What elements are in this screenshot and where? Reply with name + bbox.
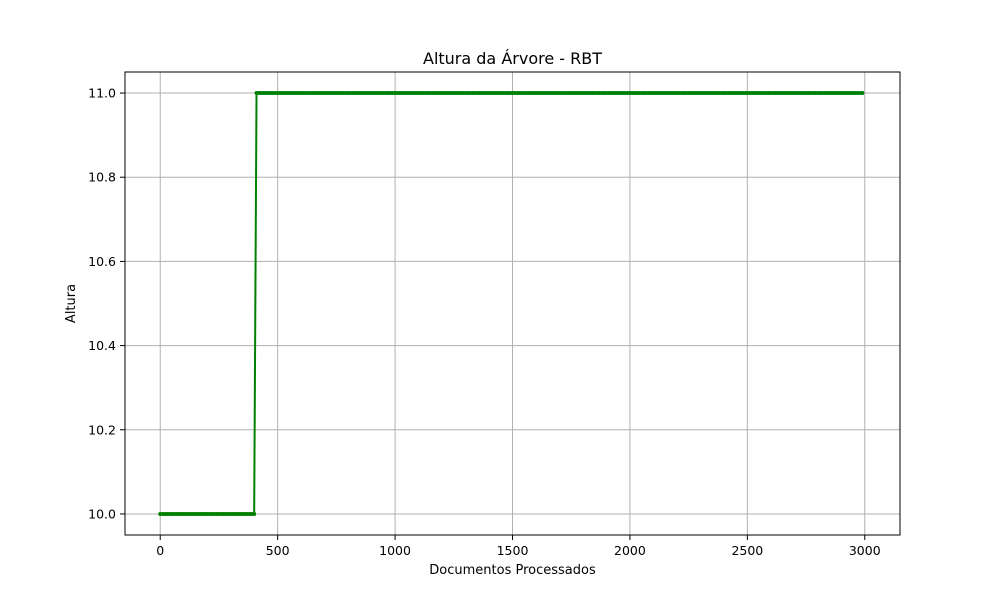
x-tick-label: 500	[266, 543, 290, 558]
y-axis-label: Altura	[64, 284, 79, 323]
x-tick-label: 2000	[614, 543, 646, 558]
x-tick-label: 1500	[497, 543, 529, 558]
x-tick-label: 0	[156, 543, 164, 558]
x-tick-label: 2500	[731, 543, 763, 558]
grid	[125, 72, 900, 535]
y-axis: 10.0 10.2 10.4 10.6 10.8 11.0	[88, 86, 125, 521]
series-line	[160, 92, 863, 515]
data-point	[860, 91, 865, 96]
x-axis: 0 500 1000 1500 2000 2500 3000	[156, 535, 881, 558]
y-tick-label: 10.8	[88, 170, 116, 185]
y-tick-label: 10.2	[88, 422, 116, 437]
chart-title: Altura da Árvore - RBT	[423, 49, 602, 68]
y-tick-label: 10.4	[88, 338, 116, 353]
series-layer	[158, 91, 865, 516]
y-tick-label: 10.6	[88, 254, 116, 269]
x-tick-label: 3000	[849, 543, 881, 558]
y-tick-label: 10.0	[88, 506, 116, 521]
x-axis-label: Documentos Processados	[429, 563, 596, 578]
y-tick-label: 11.0	[88, 86, 116, 101]
x-tick-label: 1000	[379, 543, 411, 558]
data-point	[252, 511, 257, 516]
